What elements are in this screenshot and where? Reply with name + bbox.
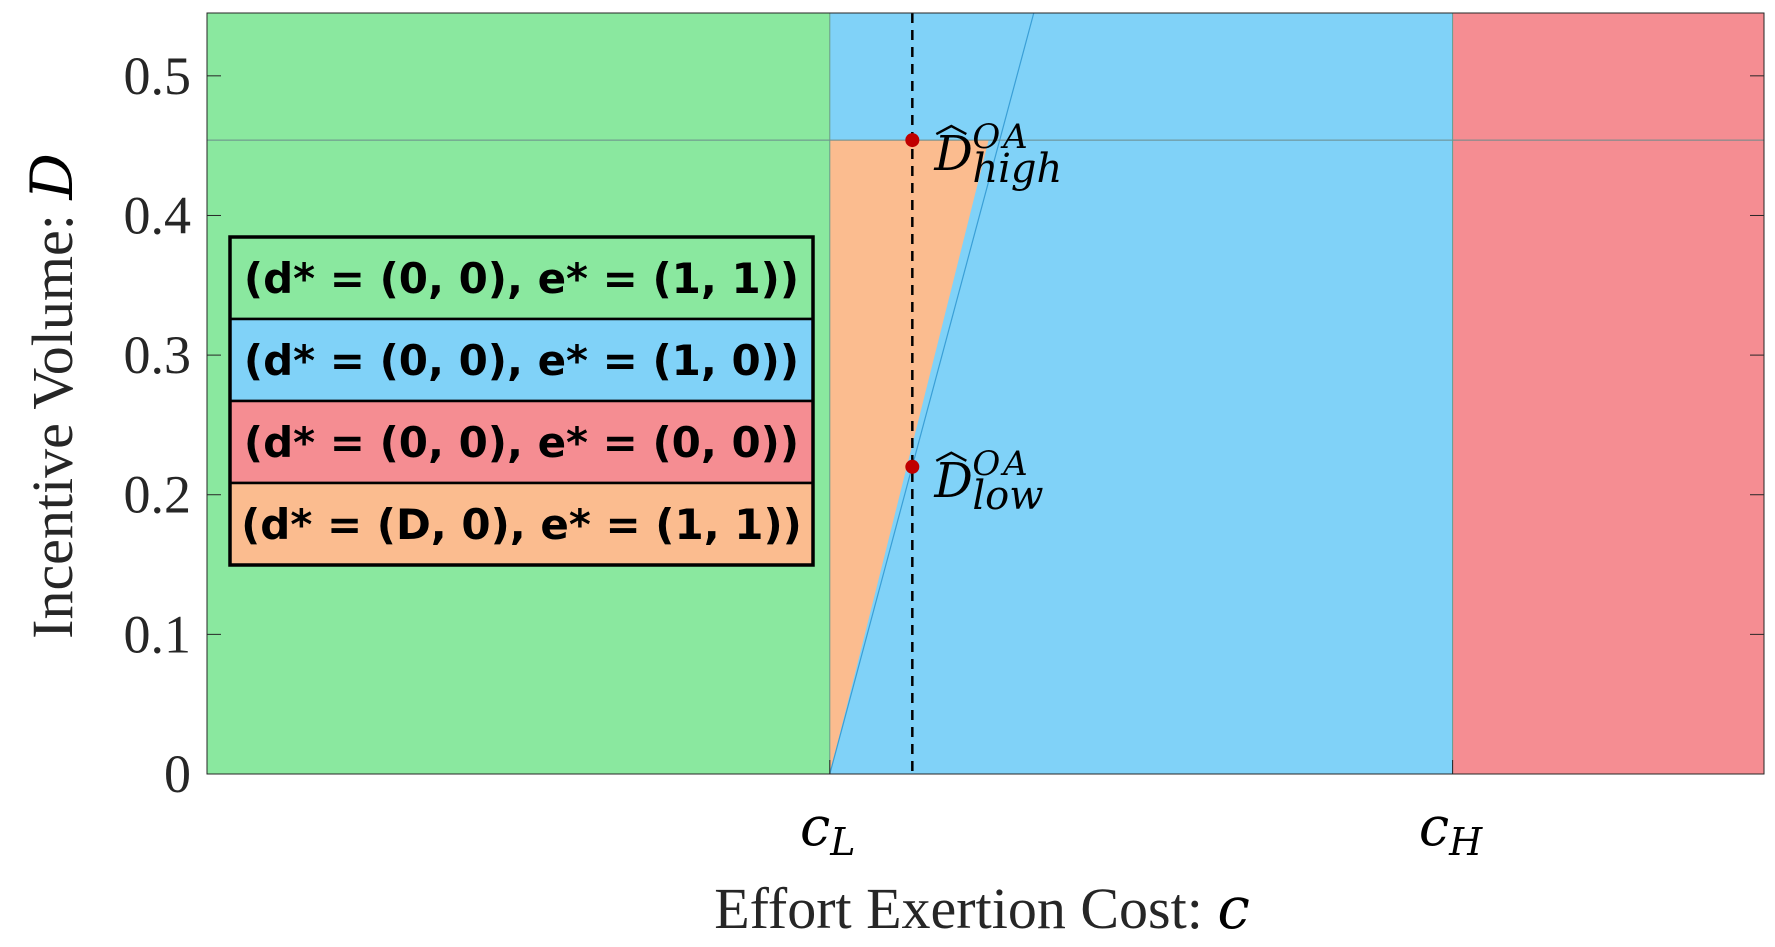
- point-label-D_low: D: [933, 453, 972, 509]
- legend-entry: (d* = (0, 0), e* = (1, 0)): [244, 336, 799, 385]
- hat-accent: [935, 451, 967, 462]
- legend-entry: (d* = (D, 0), e* = (1, 1)): [241, 500, 802, 549]
- x-tick-label: cL: [800, 795, 855, 864]
- region-orange: [829, 140, 989, 775]
- point-superscript: OA: [972, 117, 1030, 157]
- region-red: [1452, 13, 1764, 774]
- point-D_high: [905, 133, 920, 148]
- legend-border: [228, 235, 815, 567]
- point-subscript: low: [972, 473, 1043, 519]
- y-tick-label: 0.1: [124, 604, 192, 664]
- y-tick-label: 0: [164, 744, 191, 804]
- y-tick-label: 0.3: [124, 325, 192, 385]
- y-axis-title-var: D: [18, 153, 86, 201]
- y-tick-label: 0.5: [124, 46, 192, 106]
- legend-swatch: [228, 317, 815, 403]
- y-axis-title: Incentive Volume: D: [18, 153, 86, 639]
- y-axis-ticks: 0 0.1 0.2 0.3 0.4 0.5: [124, 46, 1764, 804]
- y-tick-label: 0.4: [124, 185, 192, 245]
- legend-entry: (d* = (0, 0), e* = (0, 0)): [244, 418, 799, 467]
- y-tick-label: 0.2: [124, 465, 192, 525]
- legend: (d* = (0, 0), e* = (1, 1)) (d* = (0, 0), …: [228, 235, 815, 567]
- point-subscript: high: [972, 146, 1062, 192]
- y-axis-title-text: Incentive Volume:: [20, 200, 85, 639]
- point-D_low: [905, 459, 920, 474]
- x-axis-ticks: cL cH: [800, 760, 1483, 864]
- legend-swatch: [228, 399, 815, 485]
- x-axis-title-var: c: [1217, 874, 1249, 942]
- hat-accent: [935, 124, 967, 136]
- x-axis-title: Effort Exertion Cost: c: [714, 874, 1250, 942]
- point-superscript: OA: [972, 444, 1030, 484]
- x-tick-label: cH: [1419, 795, 1483, 864]
- region-blue: [829, 13, 1453, 774]
- point-label-D_high: D: [933, 126, 972, 182]
- plot-frame: [206, 12, 1765, 775]
- region-layer: [207, 13, 1764, 775]
- x-axis-title-text: Effort Exertion Cost:: [714, 876, 1217, 941]
- legend-entry: (d* = (0, 0), e* = (1, 1)): [244, 254, 799, 303]
